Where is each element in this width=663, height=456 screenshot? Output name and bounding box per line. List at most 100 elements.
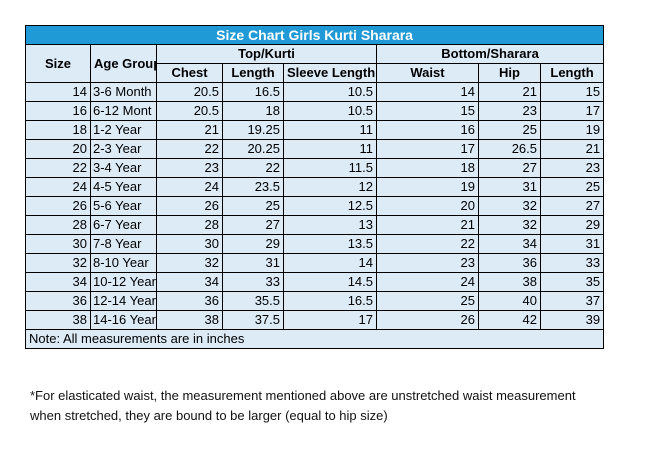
size-table: Size Chart Girls Kurti Sharara Size Age … — [24, 25, 605, 349]
table-cell: 32 — [478, 215, 541, 235]
table-cell: 5-6 Year — [90, 196, 157, 216]
table-row: 14 3-6 Month 20.5 16.5 10.5 14 21 15 — [25, 82, 605, 102]
table-cell: 22 — [222, 158, 284, 178]
table-row: 26 5-6 Year 26 25 12.5 20 32 27 — [25, 196, 605, 216]
table-row: 16 6-12 Mont 20.5 18 10.5 15 23 17 — [25, 101, 605, 121]
table-body: 14 3-6 Month 20.5 16.5 10.5 14 21 15 16 6-12 Mont… — [24, 82, 605, 349]
table-cell: 32 — [25, 253, 91, 273]
table-cell: 23 — [156, 158, 223, 178]
table-cell: 33 — [222, 272, 284, 292]
table-cell: 20.5 — [156, 101, 223, 121]
table-cell: 7-8 Year — [90, 234, 157, 254]
table-cell: 26 — [25, 196, 91, 216]
table-cell: 23 — [478, 101, 541, 121]
table-cell: 38 — [478, 272, 541, 292]
table-cell: 27 — [539, 196, 605, 216]
header-cell: Chest — [156, 63, 223, 83]
table-cell: 21 — [376, 215, 479, 235]
table-cell: 17 — [376, 139, 479, 159]
table-cell: 38 — [156, 310, 223, 330]
table-cell: 10.5 — [283, 82, 377, 102]
table-cell: 37.5 — [222, 310, 284, 330]
table-cell: 28 — [156, 215, 223, 235]
table-cell: 31 — [478, 177, 541, 197]
table-cell: 18 — [222, 101, 284, 121]
table-cell: 39 — [539, 310, 605, 330]
table-cell: 21 — [478, 82, 541, 102]
table-cell: 35 — [539, 272, 605, 292]
table-cell: 35.5 — [222, 291, 284, 311]
table-cell: 21 — [156, 120, 223, 140]
table-cell: 36 — [25, 291, 91, 311]
table-cell: 11 — [283, 139, 377, 159]
table-row: 34 10-12 Year 34 33 14.5 24 38 35 — [25, 272, 605, 292]
header-cell: Sleeve Length — [283, 63, 377, 83]
table-row: 36 12-14 Year 36 35.5 16.5 25 40 37 — [25, 291, 605, 311]
table-cell: 19 — [376, 177, 479, 197]
table-row: 18 1-2 Year 21 19.25 11 16 25 19 — [25, 120, 605, 140]
table-cell: 25 — [376, 291, 479, 311]
table-cell: 18 — [25, 120, 91, 140]
table-cell: 31 — [222, 253, 284, 273]
header-cell: Age Group — [90, 44, 157, 83]
table-cell: 28 — [25, 215, 91, 235]
table-cell: 3-4 Year — [90, 158, 157, 178]
table-cell: 24 — [25, 177, 91, 197]
table-cell: 30 — [25, 234, 91, 254]
table-cell: 25 — [539, 177, 605, 197]
table-cell: 34 — [156, 272, 223, 292]
table-cell: 12.5 — [283, 196, 377, 216]
table-cell: 22 — [156, 139, 223, 159]
table-cell: 16 — [25, 101, 91, 121]
table-cell: 32 — [156, 253, 223, 273]
table-cell: 22 — [376, 234, 479, 254]
footnote-line: when stretched, they are bound to be lar… — [30, 408, 388, 423]
table-cell: 15 — [376, 101, 479, 121]
table-cell: 11.5 — [283, 158, 377, 178]
table-cell: 12-14 Year — [90, 291, 157, 311]
table-cell: 23.5 — [222, 177, 284, 197]
table-cell: 17 — [283, 310, 377, 330]
table-cell: 24 — [156, 177, 223, 197]
table-cell: 14.5 — [283, 272, 377, 292]
table-cell: 23 — [539, 158, 605, 178]
table-cell: 8-10 Year — [90, 253, 157, 273]
header-cell: Length — [539, 63, 605, 83]
table-cell: 11 — [283, 120, 377, 140]
table-cell: 6-7 Year — [90, 215, 157, 235]
table-cell: 2-3 Year — [90, 139, 157, 159]
table-cell: 36 — [478, 253, 541, 273]
table-cell: 38 — [25, 310, 91, 330]
table-cell: 14 — [376, 82, 479, 102]
table-cell: 34 — [25, 272, 91, 292]
table-cell: 29 — [539, 215, 605, 235]
table-cell: 25 — [478, 120, 541, 140]
table-cell: 1-2 Year — [90, 120, 157, 140]
table-row: 20 2-3 Year 22 20.25 11 17 26.5 21 — [25, 139, 605, 159]
table-cell: 22 — [25, 158, 91, 178]
table-cell: 31 — [539, 234, 605, 254]
table-row: 30 7-8 Year 30 29 13.5 22 34 31 — [25, 234, 605, 254]
table-cell: 40 — [478, 291, 541, 311]
table-cell: 34 — [478, 234, 541, 254]
table-cell: 12 — [283, 177, 377, 197]
table-cell: 14 — [283, 253, 377, 273]
header-cell: Size — [25, 44, 91, 83]
table-cell: 19.25 — [222, 120, 284, 140]
header-group: Top/Kurti — [156, 44, 377, 64]
table-row: 24 4-5 Year 24 23.5 12 19 31 25 — [25, 177, 605, 197]
header-row: Chest Length Sleeve Length Waist Hip Length — [26, 63, 605, 83]
table-cell: 18 — [376, 158, 479, 178]
footnote-line: *For elasticated waist, the measurement … — [30, 388, 576, 403]
table-cell: 32 — [478, 196, 541, 216]
note-row: Note: All measurements are in inches — [24, 329, 605, 349]
table-cell: 3-6 Month — [90, 82, 157, 102]
table-cell: 30 — [156, 234, 223, 254]
table-cell: 27 — [478, 158, 541, 178]
table-cell: 20 — [376, 196, 479, 216]
header-cell: Hip — [478, 63, 541, 83]
table-row: 32 8-10 Year 32 31 14 23 36 33 — [25, 253, 605, 273]
table-cell: 21 — [539, 139, 605, 159]
table-cell: 16.5 — [222, 82, 284, 102]
table-cell: 15 — [539, 82, 605, 102]
